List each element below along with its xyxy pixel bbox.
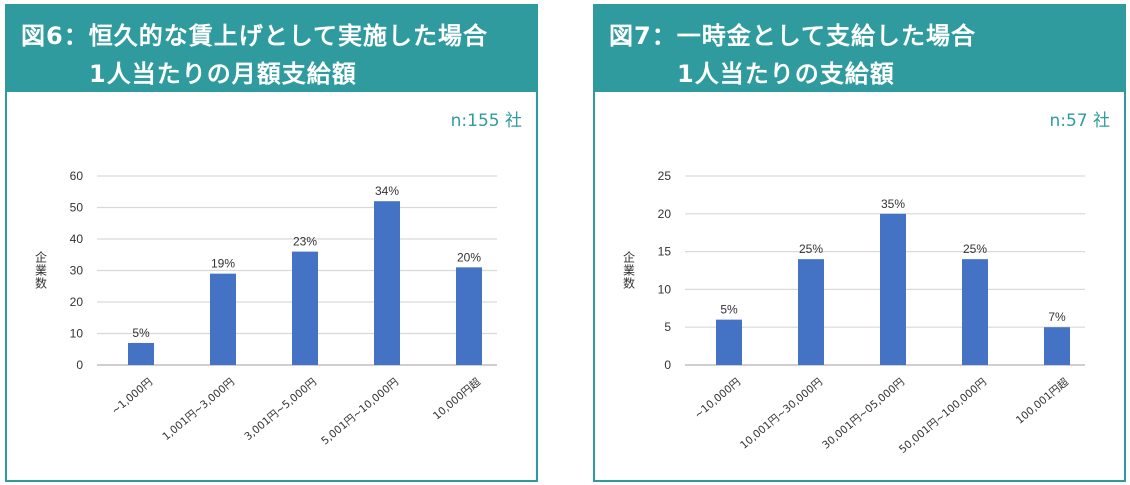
bar	[798, 259, 824, 365]
data-label: 5%	[132, 326, 150, 340]
sample-size-label: n:155 社	[450, 111, 522, 131]
category-label: 50,001円~100,000円	[897, 376, 989, 456]
y-axis-label: 業	[623, 264, 635, 278]
category-label: ~1,000円	[109, 376, 155, 417]
y-tick-label: 30	[70, 264, 84, 278]
bar	[374, 201, 400, 365]
y-tick-label: 0	[664, 358, 671, 372]
sample-size-label: n:57 社	[1049, 111, 1110, 131]
data-label: 19%	[211, 257, 235, 271]
category-label: 1,001円~3,000円	[160, 376, 237, 443]
y-axis-label: 数	[623, 276, 635, 291]
y-tick-label: 15	[658, 245, 672, 259]
bar	[962, 259, 988, 365]
bar	[716, 319, 742, 365]
data-label: 35%	[881, 197, 905, 211]
chart-title-line1: 図6：恒久的な賃上げとして実施した場合	[21, 22, 488, 50]
category-label: 30,001円~05,000円	[820, 376, 907, 452]
bar	[456, 267, 482, 365]
bar	[292, 251, 318, 365]
y-axis-label: 企	[35, 250, 47, 265]
y-axis-label: 企	[623, 250, 635, 265]
y-axis-label: 数	[35, 276, 47, 291]
panel-header: 図6：恒久的な賃上げとして実施した場合 1人当たりの月額支給額	[7, 6, 536, 92]
data-label: 20%	[457, 250, 481, 264]
bar-chart: 0 10 20 30 40 50 60 企業数 5% ~1,000円 19% 1,001円~3,000…	[35, 169, 497, 447]
category-label: 3,001円~5,000円	[242, 376, 319, 443]
data-label: 7%	[1048, 310, 1066, 324]
bar	[1044, 327, 1070, 365]
chart-title-line2: 1人当たりの月額支給額	[89, 60, 357, 88]
y-tick-label: 20	[70, 295, 84, 309]
bar-chart: 0 5 10 15 20 25 企業数 5% ~10,000円 25% 10,001円~30,000…	[623, 169, 1085, 456]
data-label: 5%	[720, 303, 738, 317]
category-label: 100,001円超	[1013, 375, 1071, 427]
y-tick-label: 40	[70, 232, 84, 246]
bar	[210, 273, 236, 365]
data-label: 25%	[963, 242, 987, 256]
chart-title-line2: 1人当たりの支給額	[677, 60, 895, 88]
data-label: 25%	[799, 242, 823, 256]
y-tick-label: 5	[664, 320, 671, 334]
data-label: 34%	[375, 184, 399, 198]
y-tick-label: 20	[658, 207, 672, 221]
chart-panel-right: 図7：一時金として支給した場合 1人当たりの支給額 n:57 社 0 5 10 15 2…	[593, 4, 1126, 482]
bar	[880, 213, 906, 365]
data-label: 23%	[293, 235, 317, 249]
y-tick-label: 0	[76, 358, 83, 372]
y-tick-label: 60	[70, 169, 84, 183]
y-tick-label: 10	[70, 327, 84, 341]
y-axis-label: 業	[35, 264, 47, 278]
panel-header: 図7：一時金として支給した場合 1人当たりの支給額	[595, 6, 1124, 92]
chart-title-line1: 図7：一時金として支給した場合	[609, 22, 976, 50]
category-label: 10,001円~30,000円	[738, 376, 825, 452]
category-label: ~10,000円	[692, 376, 743, 421]
y-tick-label: 50	[70, 201, 84, 215]
bar	[128, 342, 154, 365]
chart-panel-left: 図6：恒久的な賃上げとして実施した場合 1人当たりの月額支給額 n:155 社 …	[5, 4, 538, 482]
category-label: 10,000円超	[430, 375, 483, 422]
y-tick-label: 25	[658, 169, 672, 183]
category-label: 5,001円~10,000円	[319, 376, 401, 447]
y-tick-label: 10	[658, 282, 672, 296]
